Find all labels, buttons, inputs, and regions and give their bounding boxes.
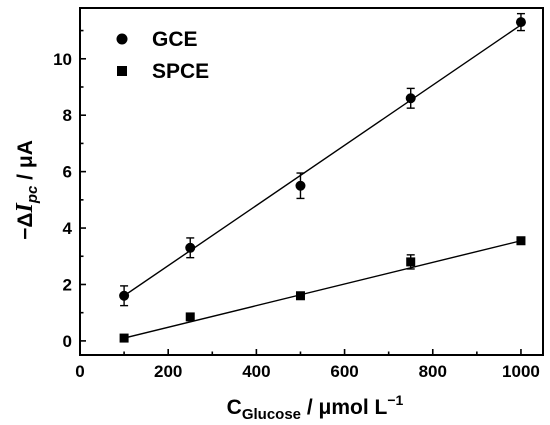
y-axis-ticks: 0 2 4 6 8 10 <box>53 29 86 351</box>
plot-frame <box>79 7 544 356</box>
x-axis-ticks: 0 200 400 600 800 1000 <box>75 349 540 381</box>
y-axis-title-variable: I <box>12 202 38 214</box>
y-tick-label: 8 <box>63 106 72 125</box>
y-tick-label: 0 <box>63 332 72 351</box>
spce-point <box>295 291 305 301</box>
x-tick-label: 800 <box>419 362 447 381</box>
x-axis-title-superscript: −1 <box>387 392 403 408</box>
y-axis-title: −ΔIpc / μA <box>12 140 41 240</box>
spce-point <box>406 257 416 267</box>
y-tick-label: 2 <box>63 275 72 294</box>
y-axis-title-subscript: pc <box>24 185 41 204</box>
spce-point <box>516 236 526 246</box>
gce-legend-marker <box>116 33 128 45</box>
x-axis-title-subscript: Glucose <box>242 406 301 423</box>
spce-point <box>119 333 129 343</box>
x-tick-label: 400 <box>242 362 270 381</box>
x-tick-label: 200 <box>154 362 182 381</box>
gce-point <box>185 242 196 253</box>
y-tick-label: 6 <box>63 163 72 182</box>
gce-point <box>405 93 416 104</box>
spce-fit-line <box>123 240 522 339</box>
gce-point <box>119 290 130 301</box>
x-tick-label: 1000 <box>502 362 540 381</box>
gce-point <box>515 17 526 28</box>
spce-point <box>185 312 195 322</box>
spce-legend-label: SPCE <box>152 60 209 83</box>
y-axis-title-rest: / μA <box>14 140 37 186</box>
y-axis-title-prefix: −Δ <box>14 213 37 240</box>
gce-legend-label: GCE <box>152 28 198 51</box>
data-markers <box>119 17 526 343</box>
x-tick-label: 600 <box>330 362 358 381</box>
legend: GCE SPCE <box>116 28 209 83</box>
x-axis-title: CGlucose / μmol L−1 <box>227 392 404 423</box>
x-axis-title-main: C <box>227 396 242 419</box>
plot-area-border <box>79 7 544 356</box>
spce-legend-marker <box>117 66 127 76</box>
y-tick-label: 10 <box>53 50 72 69</box>
x-axis-title-rest: / μmol L <box>301 396 388 419</box>
x-tick-label: 0 <box>75 362 84 381</box>
gce-point <box>295 180 306 191</box>
y-tick-label: 4 <box>63 219 73 238</box>
